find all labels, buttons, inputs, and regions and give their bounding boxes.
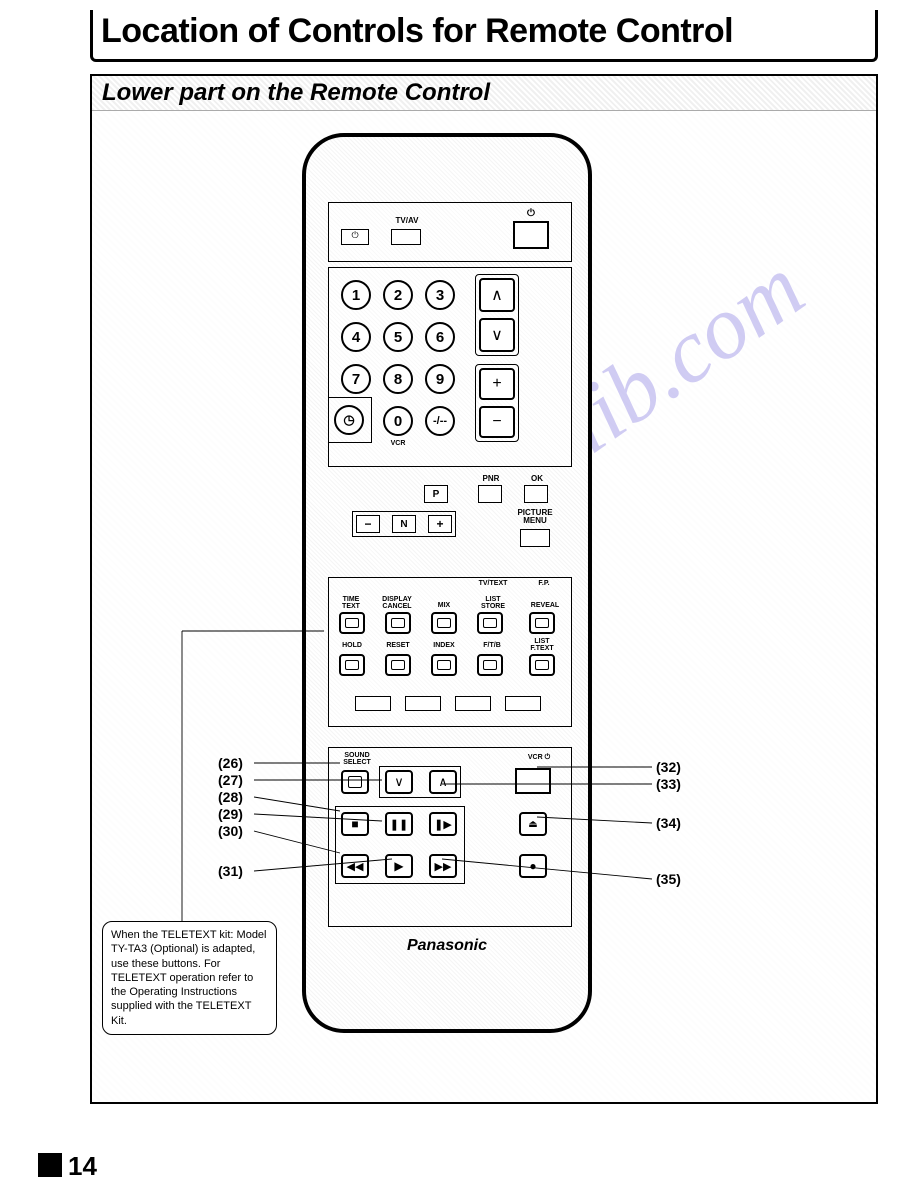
teletext-note: When the TELETEXT kit: Model TY-TA3 (Opt… [102,921,277,1035]
title-bar: Location of Controls for Remote Control [90,10,878,62]
section-header: Lower part on the Remote Control [92,76,876,111]
callout-32: (32) [656,759,681,775]
callout-26: (26) [218,755,243,771]
section-frame: Lower part on the Remote Control manuals… [90,74,878,1104]
callout-31: (31) [218,863,243,879]
page-title: Location of Controls for Remote Control [101,12,733,50]
callout-34: (34) [656,815,681,831]
callout-28: (28) [218,789,243,805]
callout-27: (27) [218,772,243,788]
diagram-area: manualslib.com ⏻ TV/AV ⏻ 1 2 3 [92,111,876,1101]
callout-30: (30) [218,823,243,839]
callout-35: (35) [656,871,681,887]
callout-33: (33) [656,776,681,792]
section-header-text: Lower part on the Remote Control [102,79,490,106]
callout-29: (29) [218,806,243,822]
page-number: 14 [68,1151,97,1182]
